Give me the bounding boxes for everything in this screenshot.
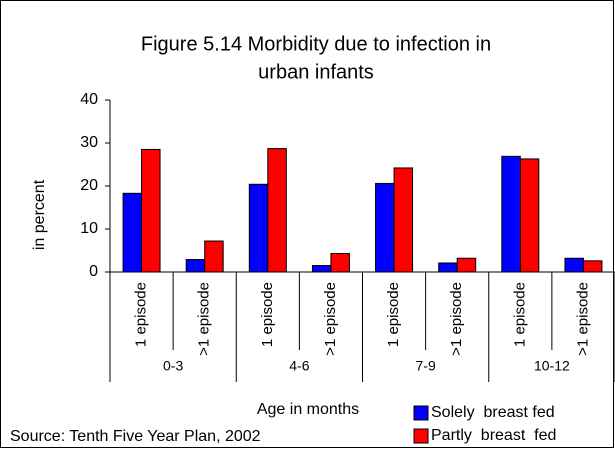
legend-swatch: [413, 405, 429, 421]
bar: [141, 148, 161, 273]
bar: [248, 183, 269, 273]
x-tick-label: >1 episode: [448, 282, 465, 356]
y-tick-label: 0: [89, 263, 98, 280]
bar: [204, 240, 224, 273]
bar: [330, 253, 350, 273]
x-tick-label: 1 episode: [259, 282, 276, 347]
x-tick-label: 1 episode: [511, 282, 528, 347]
bar: [456, 257, 477, 273]
bar: [375, 182, 395, 273]
bar: [582, 260, 603, 273]
bar: [185, 259, 206, 273]
bar: [122, 192, 143, 273]
legend-label: Solely breast fed: [431, 404, 555, 421]
x-tick-label: 1 episode: [385, 282, 402, 347]
group-label: 0-3: [163, 358, 183, 374]
x-axis-label: Age in months: [257, 401, 359, 418]
bar: [267, 148, 287, 273]
y-tick-label: 10: [80, 220, 98, 237]
bar: [311, 265, 332, 273]
y-tick-label: 20: [80, 177, 98, 194]
legend-label: Partly breast fed: [431, 427, 556, 444]
x-tick-label: >1 episode: [322, 282, 339, 356]
y-tick-label: 30: [80, 134, 98, 151]
group-label: 4-6: [289, 358, 309, 374]
group-label: 10-12: [534, 358, 570, 374]
bar: [438, 262, 458, 273]
source-note: Source: Tenth Five Year Plan, 2002: [10, 428, 261, 445]
x-tick-label: >1 episode: [196, 282, 213, 356]
group-label: 7-9: [416, 358, 436, 374]
bar: [564, 257, 584, 273]
bar: [393, 167, 414, 273]
y-axis-label: in percent: [31, 179, 48, 250]
chart-title: urban infants: [258, 61, 374, 83]
x-tick-label: 1 episode: [133, 282, 150, 347]
bar: [501, 155, 521, 273]
y-tick-label: 40: [80, 91, 98, 108]
bar: [519, 158, 540, 273]
x-tick-label: >1 episode: [574, 282, 591, 356]
legend-swatch: [413, 428, 429, 444]
chart-title: Figure 5.14 Morbidity due to infection i…: [141, 33, 491, 55]
